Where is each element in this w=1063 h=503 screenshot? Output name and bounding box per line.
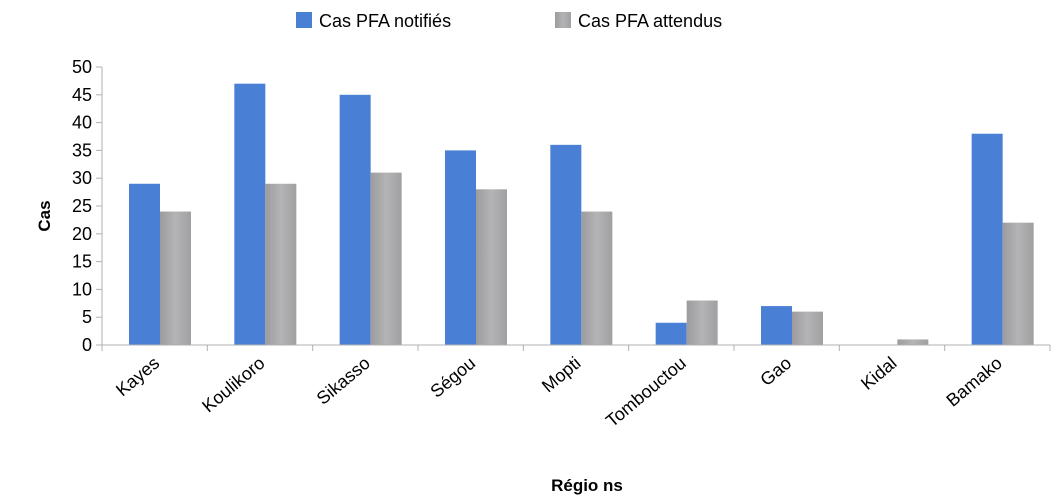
x-category-label: Koulikoro <box>198 353 268 417</box>
bar-notifies-kayes <box>129 183 160 345</box>
x-category-label: Mopti <box>538 353 585 397</box>
x-axis-ticks <box>101 345 1051 351</box>
y-tick-label: 45 <box>72 85 92 105</box>
x-category-label: Sikasso <box>313 353 374 409</box>
y-tick-label: 35 <box>72 140 92 160</box>
x-axis-category-labels: Kayes Koulikoro Sikasso Ségou Mopti Tomboucto… <box>112 353 1006 431</box>
legend-swatch-attendus <box>555 12 571 28</box>
bar-attendus-sikasso <box>370 172 402 345</box>
bar-notifies-gao <box>761 306 792 345</box>
x-category-label: Kidal <box>857 353 901 394</box>
y-tick-label: 0 <box>82 335 92 355</box>
bar-attendus-kayes <box>160 211 191 345</box>
bar-notifies-ségou <box>445 150 476 345</box>
legend: Cas PFA notifiés Cas PFA attendus <box>296 11 722 31</box>
y-axis-title: Cas <box>35 200 54 231</box>
x-category-label: Bamako <box>942 353 1005 411</box>
bars <box>129 83 1034 346</box>
y-tick-label: 5 <box>82 307 92 327</box>
bar-attendus-gao <box>792 311 823 345</box>
legend-label-attendus: Cas PFA attendus <box>578 11 722 31</box>
bar-attendus-mopti <box>581 211 613 345</box>
y-tick-label: 15 <box>72 252 92 272</box>
y-tick-label: 10 <box>72 279 92 299</box>
x-category-label: Tombouctou <box>602 353 690 431</box>
x-category-label: Ségou <box>426 353 479 402</box>
bar-notifies-bamako <box>971 133 1003 345</box>
bar-attendus-bamako <box>1002 222 1034 345</box>
bar-notifies-sikasso <box>339 94 371 345</box>
bar-attendus-kidal <box>897 339 929 345</box>
bar-notifies-tombouctou <box>655 322 687 345</box>
x-axis-title: Régio ns <box>551 476 623 495</box>
y-tick-label: 50 <box>72 57 92 77</box>
y-tick-label: 40 <box>72 113 92 133</box>
bar-attendus-koulikoro <box>265 183 297 345</box>
y-tick-label: 30 <box>72 168 92 188</box>
y-tick-label: 25 <box>72 196 92 216</box>
bar-notifies-koulikoro <box>234 83 266 346</box>
bar-notifies-mopti <box>550 144 582 345</box>
x-category-label: Gao <box>756 353 795 390</box>
x-category-label: Kayes <box>112 353 163 400</box>
bar-attendus-ségou <box>476 189 507 345</box>
legend-swatch-notifies <box>296 12 312 28</box>
y-tick-label: 20 <box>72 224 92 244</box>
bar-attendus-tombouctou <box>686 300 718 345</box>
legend-label-notifies: Cas PFA notifiés <box>319 11 451 31</box>
y-axis-ticks: 0 5 10 15 20 25 30 35 40 45 50 <box>72 57 102 355</box>
